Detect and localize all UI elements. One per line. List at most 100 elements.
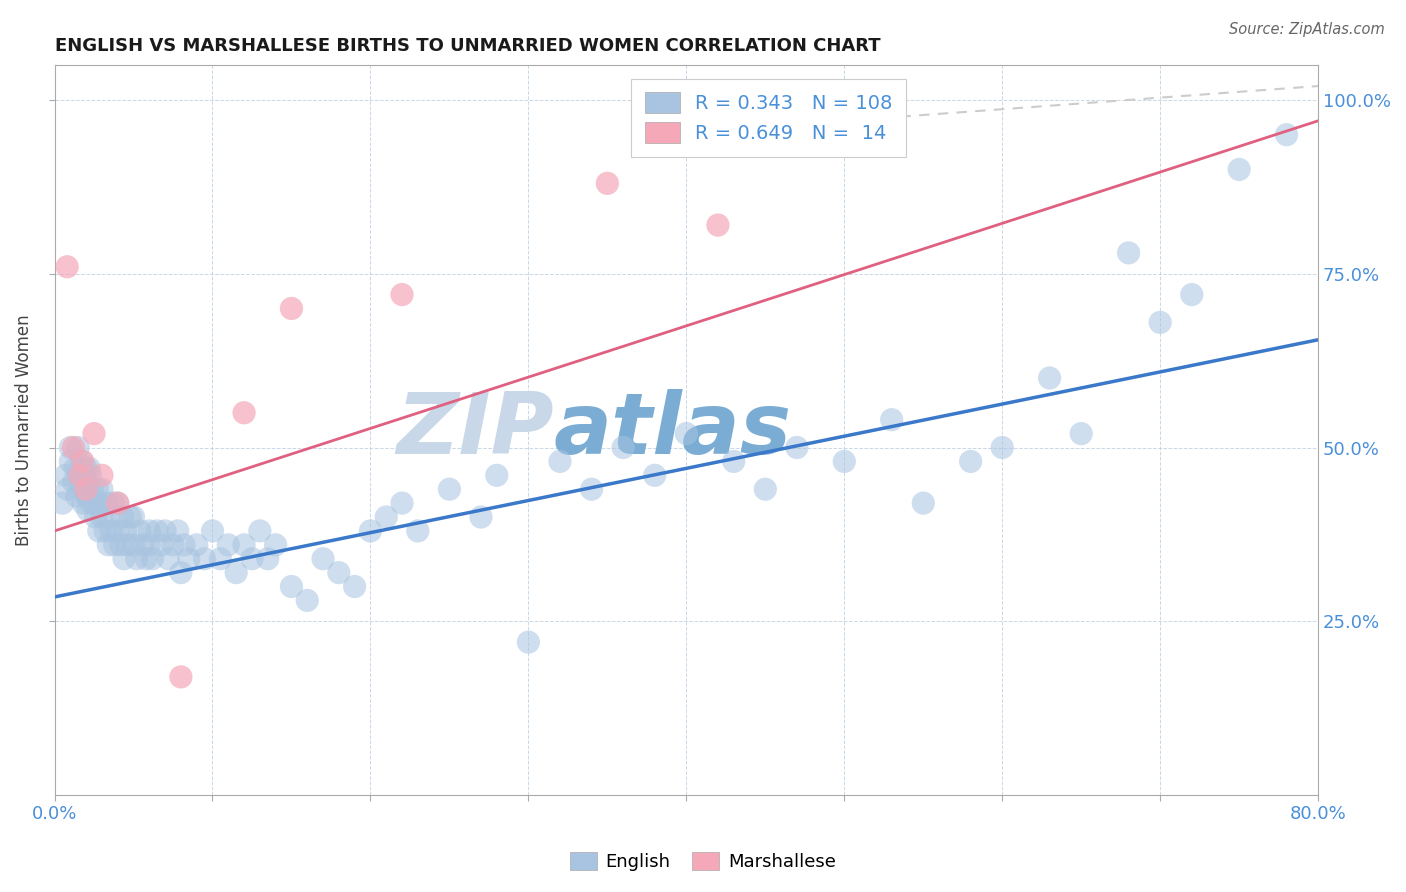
Point — [77, 489, 100, 503]
Point — [439, 482, 461, 496]
Point — [150, 538, 173, 552]
Point — [94, 524, 117, 538]
Point — [359, 524, 381, 538]
Point — [1039, 371, 1062, 385]
Text: ENGLISH VS MARSHALLESE BIRTHS TO UNMARRIED WOMEN CORRELATION CHART: ENGLISH VS MARSHALLESE BIRTHS TO UNMARRI… — [55, 37, 880, 55]
Point — [107, 496, 129, 510]
Point — [67, 441, 90, 455]
Point — [280, 301, 302, 316]
Point — [62, 441, 84, 455]
Point — [548, 454, 571, 468]
Point — [67, 468, 90, 483]
Text: Source: ZipAtlas.com: Source: ZipAtlas.com — [1229, 22, 1385, 37]
Point — [59, 441, 82, 455]
Point — [73, 482, 96, 496]
Point — [72, 468, 94, 483]
Point — [146, 524, 169, 538]
Point — [153, 524, 176, 538]
Point — [62, 475, 84, 490]
Point — [80, 496, 103, 510]
Point — [98, 510, 121, 524]
Point — [1181, 287, 1204, 301]
Point — [233, 406, 256, 420]
Point — [103, 538, 125, 552]
Point — [111, 510, 134, 524]
Point — [75, 489, 97, 503]
Point — [125, 551, 148, 566]
Point — [225, 566, 247, 580]
Y-axis label: Births to Unmarried Women: Births to Unmarried Women — [15, 314, 32, 546]
Point — [87, 524, 110, 538]
Point — [959, 454, 981, 468]
Point — [209, 551, 232, 566]
Point — [55, 468, 77, 483]
Point — [343, 580, 366, 594]
Point — [107, 496, 129, 510]
Point — [391, 287, 413, 301]
Point — [391, 496, 413, 510]
Point — [644, 468, 666, 483]
Point — [101, 496, 124, 510]
Point — [723, 454, 745, 468]
Point — [56, 260, 79, 274]
Point — [1149, 315, 1171, 329]
Point — [1227, 162, 1250, 177]
Point — [82, 482, 104, 496]
Point — [59, 454, 82, 468]
Point — [581, 482, 603, 496]
Point — [233, 538, 256, 552]
Point — [1118, 245, 1140, 260]
Point — [120, 510, 142, 524]
Text: ZIP: ZIP — [396, 389, 554, 472]
Point — [280, 580, 302, 594]
Point — [83, 426, 105, 441]
Point — [107, 524, 129, 538]
Point — [112, 551, 135, 566]
Point — [201, 524, 224, 538]
Point — [170, 566, 193, 580]
Point — [177, 551, 200, 566]
Point — [75, 461, 97, 475]
Point — [297, 593, 319, 607]
Point — [63, 461, 86, 475]
Point — [51, 496, 73, 510]
Point — [90, 510, 112, 524]
Point — [1070, 426, 1092, 441]
Point — [97, 538, 120, 552]
Point — [217, 538, 239, 552]
Point — [1275, 128, 1298, 142]
Point — [77, 461, 100, 475]
Point — [240, 551, 263, 566]
Point — [96, 496, 118, 510]
Point — [173, 538, 195, 552]
Point — [754, 482, 776, 496]
Point — [138, 524, 160, 538]
Point — [675, 426, 697, 441]
Point — [90, 468, 112, 483]
Point — [991, 441, 1014, 455]
Point — [70, 454, 93, 468]
Point — [132, 538, 155, 552]
Point — [69, 468, 91, 483]
Point — [264, 538, 287, 552]
Point — [170, 670, 193, 684]
Point — [66, 489, 89, 503]
Point — [249, 524, 271, 538]
Point — [75, 482, 97, 496]
Point — [76, 475, 98, 490]
Point — [114, 524, 136, 538]
Point — [406, 524, 429, 538]
Point — [596, 177, 619, 191]
Point — [162, 538, 184, 552]
Point — [707, 218, 730, 232]
Point — [115, 538, 138, 552]
Point — [375, 510, 398, 524]
Point — [612, 441, 634, 455]
Point — [517, 635, 540, 649]
Point — [80, 468, 103, 483]
Point — [76, 503, 98, 517]
Point — [128, 524, 150, 538]
Point — [122, 538, 145, 552]
Point — [86, 482, 108, 496]
Point — [485, 468, 508, 483]
